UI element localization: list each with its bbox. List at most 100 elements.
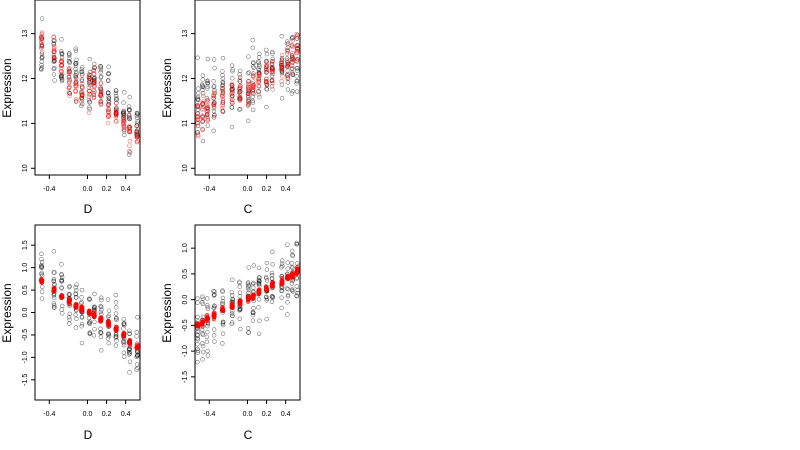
x-tick-label: -0.4: [43, 411, 55, 418]
data-point-red: [86, 74, 92, 79]
data-point-red: [200, 99, 206, 104]
data-point-black: [294, 78, 300, 84]
data-point-black: [229, 63, 235, 68]
data-point-black: [237, 284, 242, 290]
data-point-black: [52, 59, 57, 64]
data-point-red: [59, 294, 65, 299]
data-point-black: [289, 281, 295, 286]
data-point-black: [294, 74, 299, 79]
data-point-black: [269, 299, 275, 305]
data-point-black: [122, 321, 127, 326]
data-point-black: [114, 338, 119, 343]
x-tick-label: 0.4: [281, 411, 291, 418]
data-point-black: [67, 91, 73, 96]
data-point-red: [285, 62, 290, 68]
data-point-black: [246, 330, 251, 335]
data-point-black: [87, 82, 93, 88]
data-point-black: [134, 111, 140, 116]
y-tick-label: -0.5: [182, 319, 189, 331]
data-point-black: [51, 249, 56, 254]
data-point-black: [73, 75, 79, 81]
data-point-red: [264, 76, 269, 81]
data-point-black: [195, 342, 200, 347]
data-point-black: [195, 300, 200, 305]
data-point-red: [200, 114, 205, 120]
data-point-black: [220, 80, 226, 86]
data-point-black: [205, 296, 210, 301]
data-point-black: [113, 292, 118, 298]
y-tick-label: 1.0: [22, 263, 29, 273]
data-point-black: [127, 94, 132, 100]
data-point-black: [294, 284, 299, 289]
x-axis-label: C: [244, 202, 253, 216]
data-point-black: [205, 329, 210, 335]
data-point-black: [264, 260, 270, 266]
data-point-black: [79, 321, 85, 327]
data-point-red: [285, 275, 291, 280]
scatter-points: [195, 31, 300, 144]
data-point-black: [246, 265, 251, 270]
data-point-black: [98, 75, 103, 80]
data-point-black: [269, 84, 275, 89]
data-point-red: [269, 78, 275, 83]
data-point-red: [66, 90, 72, 95]
data-point-red: [114, 108, 119, 113]
data-point-black: [39, 256, 44, 262]
data-point-black: [280, 258, 285, 263]
data-point-black: [211, 128, 216, 134]
data-point-black: [98, 326, 103, 331]
data-point-red: [126, 149, 132, 154]
y-tick-label: 1.0: [182, 243, 189, 253]
data-point-red: [294, 46, 300, 51]
data-point-black: [91, 333, 97, 338]
data-point-black: [121, 340, 126, 346]
data-point-red: [230, 89, 235, 95]
data-point-black: [79, 295, 84, 300]
data-point-black: [51, 66, 57, 72]
data-point-black: [199, 300, 205, 305]
data-point-red: [295, 57, 300, 62]
data-point-black: [212, 101, 217, 106]
x-axis-ticks: -0.4 0.0 0.2 0.4: [43, 175, 131, 193]
y-tick-label: -1.0: [182, 345, 189, 357]
data-point-black: [91, 92, 97, 97]
data-point-red: [294, 34, 300, 39]
x-tick-label: 0.0: [243, 186, 253, 193]
data-point-black: [121, 100, 126, 105]
y-tick-label: 0.0: [22, 308, 29, 318]
data-point-red: [290, 44, 295, 50]
data-point-red: [211, 115, 217, 120]
data-point-black: [195, 314, 200, 320]
data-point-red: [87, 88, 92, 94]
data-point-black: [295, 291, 300, 296]
data-point-red: [74, 97, 79, 102]
data-point-black: [205, 80, 210, 86]
data-point-red: [279, 52, 285, 58]
data-point-red: [195, 117, 201, 122]
x-tick-label: -0.4: [43, 186, 55, 193]
y-tick-label: 0.5: [22, 285, 29, 295]
data-point-red: [200, 102, 205, 107]
data-point-black: [73, 46, 78, 51]
data-point-black: [196, 86, 201, 91]
data-point-red: [80, 308, 85, 313]
data-point-red: [195, 322, 200, 328]
data-point-red: [92, 312, 97, 317]
data-point-black: [106, 308, 112, 313]
data-point-black: [98, 64, 103, 69]
data-point-black: [106, 331, 111, 337]
data-point-black: [59, 78, 65, 84]
data-point-red: [257, 287, 262, 293]
data-point-red: [230, 302, 235, 308]
y-axis-label: Expression: [0, 58, 14, 117]
data-point-black: [51, 278, 56, 284]
data-point-red: [91, 80, 96, 85]
data-point-black: [59, 275, 65, 280]
data-point-black: [237, 294, 242, 299]
data-point-black: [79, 300, 84, 305]
data-point-red: [229, 84, 235, 89]
x-tick-label: 0.4: [121, 186, 131, 193]
data-point-red: [73, 73, 79, 79]
data-point-red: [126, 112, 132, 118]
